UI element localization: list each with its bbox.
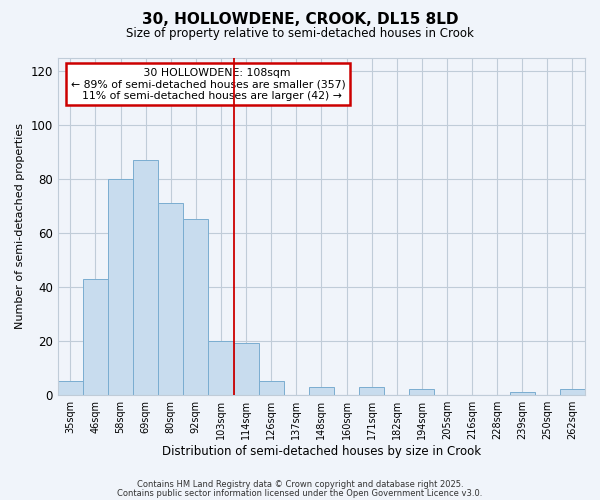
Text: Size of property relative to semi-detached houses in Crook: Size of property relative to semi-detach… xyxy=(126,28,474,40)
Bar xyxy=(560,390,585,394)
Bar xyxy=(259,381,284,394)
Bar xyxy=(233,344,259,394)
Text: 30 HOLLOWDENE: 108sqm
← 89% of semi-detached houses are smaller (357)
  11% of s: 30 HOLLOWDENE: 108sqm ← 89% of semi-deta… xyxy=(71,68,346,101)
Text: 30, HOLLOWDENE, CROOK, DL15 8LD: 30, HOLLOWDENE, CROOK, DL15 8LD xyxy=(142,12,458,28)
Text: Contains HM Land Registry data © Crown copyright and database right 2025.: Contains HM Land Registry data © Crown c… xyxy=(137,480,463,489)
Bar xyxy=(58,381,83,394)
Bar xyxy=(83,278,108,394)
Bar xyxy=(158,203,184,394)
Text: Contains public sector information licensed under the Open Government Licence v3: Contains public sector information licen… xyxy=(118,488,482,498)
Bar xyxy=(108,179,133,394)
Bar xyxy=(208,341,233,394)
Bar xyxy=(309,386,334,394)
Y-axis label: Number of semi-detached properties: Number of semi-detached properties xyxy=(15,123,25,329)
Bar xyxy=(133,160,158,394)
Bar xyxy=(184,220,208,394)
Bar xyxy=(509,392,535,394)
Bar xyxy=(359,386,384,394)
X-axis label: Distribution of semi-detached houses by size in Crook: Distribution of semi-detached houses by … xyxy=(162,444,481,458)
Bar xyxy=(409,390,434,394)
